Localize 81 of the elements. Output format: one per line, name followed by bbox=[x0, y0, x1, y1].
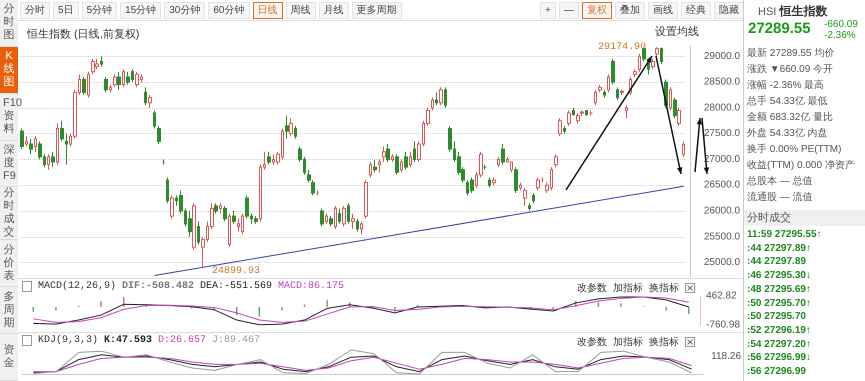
text: 资金 bbox=[3, 344, 15, 370]
text: 流通股 — 流值 bbox=[747, 190, 813, 204]
text: :50 27295.70↑ bbox=[747, 298, 811, 308]
text: 更多周期 bbox=[352, 2, 402, 19]
text: 多周期 bbox=[3, 290, 15, 330]
y-tick-label: 27500.0 bbox=[704, 128, 740, 140]
text: 60分钟 bbox=[208, 2, 250, 19]
text: 5分钟 bbox=[82, 2, 118, 19]
text: 复权 bbox=[582, 2, 612, 19]
y-tick-label: 28500.0 bbox=[704, 76, 740, 88]
text: 深度F9 bbox=[3, 144, 16, 183]
text: 15分钟 bbox=[120, 2, 162, 19]
text: 外盘 54.33亿 内盘 bbox=[747, 126, 828, 140]
text: 恒生指数 bbox=[779, 4, 828, 18]
text: 换手 0.00% PE(TTM) bbox=[747, 142, 842, 156]
annotation: F10资料 bbox=[3, 97, 22, 136]
text: 118.26 bbox=[711, 351, 741, 362]
y-tick-label: 25500.0 bbox=[704, 231, 740, 242]
text: MACD:86.175 bbox=[278, 281, 344, 292]
text: :56 27296.99 bbox=[747, 366, 806, 377]
annotation: 24899.93 bbox=[212, 266, 260, 278]
text: 分时图 bbox=[3, 3, 15, 42]
text: :52 27296.19↑ bbox=[747, 324, 811, 336]
text: MACD(12,26,9) bbox=[38, 281, 116, 292]
text: 总股本 — 总值 bbox=[747, 174, 813, 188]
text: 30分钟 bbox=[164, 2, 206, 19]
text: 加指标 bbox=[613, 282, 643, 295]
text: :54 27297.20↑ bbox=[747, 338, 811, 350]
text: -2.36% bbox=[824, 30, 857, 41]
text: D:26.657 bbox=[158, 335, 206, 346]
text: + bbox=[540, 2, 556, 19]
text: 总手 54.33亿 最低 bbox=[747, 94, 828, 108]
text: :48 27295.69↑ bbox=[747, 284, 811, 295]
text: 月线 bbox=[318, 2, 348, 19]
text: 分时成交 bbox=[3, 187, 15, 240]
y-tick-label: 29000.0 bbox=[704, 50, 740, 62]
y-tick-label: -760.98 bbox=[706, 320, 740, 330]
text: 周线 bbox=[286, 2, 316, 19]
y-tick-label: 462.82 bbox=[706, 290, 738, 302]
chart-title: 恒生指数 (日线,前复权) bbox=[26, 28, 140, 40]
text: 加指标 bbox=[613, 336, 643, 349]
text: 5日 bbox=[53, 2, 79, 19]
text: 分价表 bbox=[3, 244, 15, 283]
text: 涨跌 ▼660.09 今开 bbox=[747, 62, 834, 76]
y-tick-label: 25000.0 bbox=[704, 257, 740, 268]
text: -660.09 bbox=[824, 19, 858, 30]
text: :44 27297.89↑ bbox=[747, 242, 811, 254]
text: 27289.55 bbox=[748, 20, 811, 37]
text: 分时 bbox=[20, 2, 50, 19]
text: 11:59 27295.55↑ bbox=[747, 229, 822, 240]
text: 画线 bbox=[648, 2, 678, 19]
y-tick-label: 26000.0 bbox=[704, 206, 740, 216]
text: 改参数 bbox=[577, 336, 607, 349]
text: DIF:-508.482 bbox=[122, 281, 194, 292]
y-tick-label: 28000.0 bbox=[704, 102, 740, 114]
text: K线图 bbox=[3, 50, 15, 90]
text: 经典 bbox=[680, 2, 711, 19]
text: :46 27295.30↓ bbox=[747, 270, 811, 282]
text: 最新 27289.55 均价 bbox=[747, 46, 834, 60]
text: KDJ(9,3,3) bbox=[38, 335, 98, 346]
text: 金额 683.32亿 量比 bbox=[747, 110, 834, 124]
text: 日线 bbox=[252, 2, 282, 19]
text: 改参数 bbox=[577, 282, 607, 295]
text: 设置均线 bbox=[655, 25, 699, 39]
text: 涨幅 -2.36% 最高 bbox=[747, 78, 824, 92]
text: 隐藏 bbox=[714, 2, 744, 19]
text: :56 27296.99↓ bbox=[747, 352, 811, 364]
text: 收益(TTM) 0.000 净资产 bbox=[747, 158, 855, 172]
annotation: 29174.90 bbox=[598, 42, 646, 53]
text: — bbox=[558, 2, 579, 19]
text: 换指标 bbox=[649, 282, 679, 295]
text: K:47.593 bbox=[104, 335, 152, 346]
text: :44 27297.89 bbox=[747, 256, 806, 268]
y-tick-label: 26500.0 bbox=[704, 180, 740, 191]
text: J:89.467 bbox=[212, 335, 260, 346]
text: 换指标 bbox=[649, 336, 679, 349]
text: 分时成交 bbox=[744, 210, 865, 226]
text: DEA:-551.569 bbox=[200, 281, 272, 292]
text: :50 27295.70 bbox=[747, 311, 806, 322]
text: HSI bbox=[758, 6, 776, 18]
text: 叠加 bbox=[614, 2, 645, 19]
